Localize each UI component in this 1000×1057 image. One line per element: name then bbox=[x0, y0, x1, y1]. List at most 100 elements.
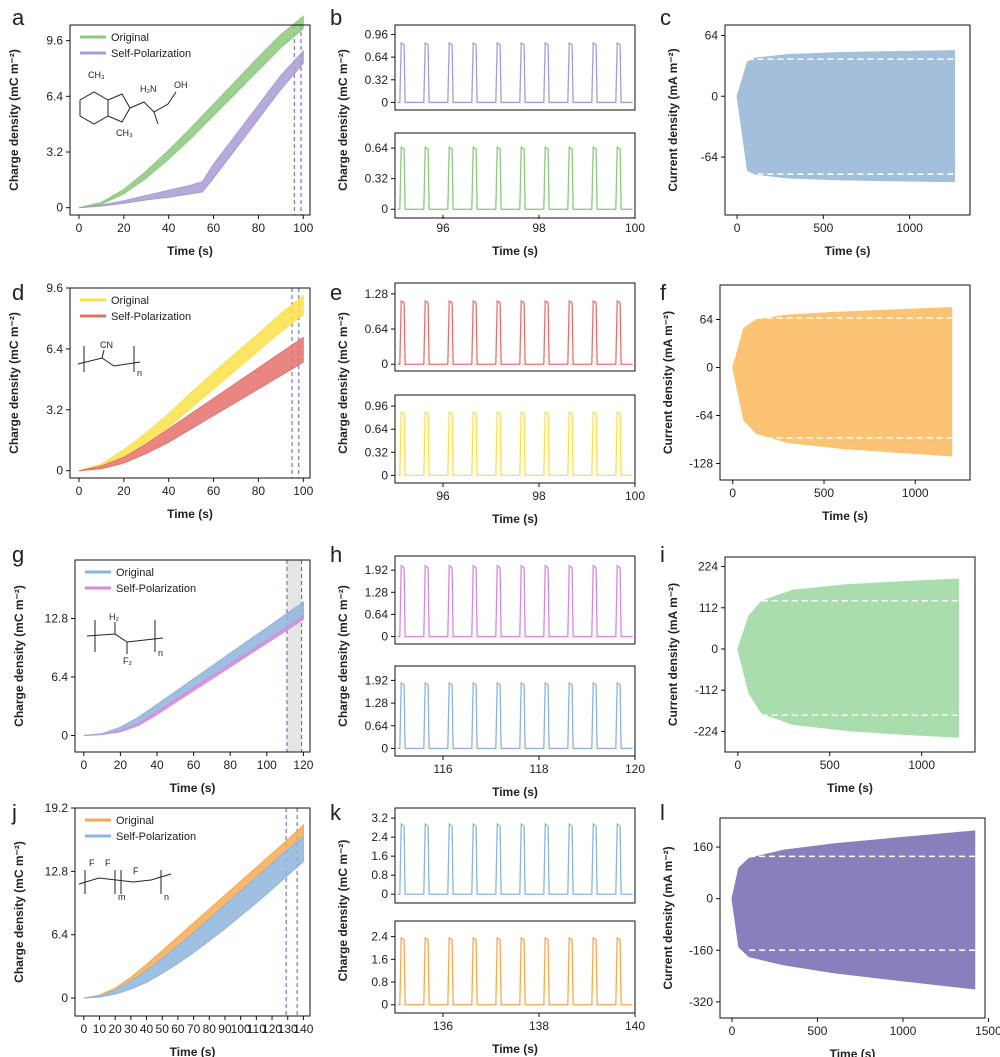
subplot-frame bbox=[394, 920, 636, 1014]
panel-b: b 0 0.32 0.64 0.96 0 0.32 0.64 96 98 100 Time (s) Ch… bbox=[330, 5, 645, 258]
x-tick-label: 100 bbox=[257, 758, 277, 772]
pulse-trace bbox=[397, 564, 633, 638]
band-original bbox=[83, 601, 304, 736]
y-tick-label: 1.28 bbox=[365, 585, 389, 599]
panel-label: g bbox=[12, 542, 24, 567]
x-axis-label: Time (s) bbox=[825, 244, 871, 258]
plot-frame bbox=[719, 284, 971, 481]
plot-frame bbox=[69, 287, 311, 479]
subplot-frame bbox=[394, 555, 636, 645]
y-tick-label: -64 bbox=[701, 150, 719, 164]
y-axis-label: Current density (mA m⁻²) bbox=[661, 311, 675, 454]
y-tick-label: 12.8 bbox=[45, 611, 69, 625]
y-tick-label: 6.4 bbox=[46, 342, 63, 356]
current-envelope bbox=[736, 50, 955, 183]
legend-label: Self-Polarization bbox=[116, 831, 196, 843]
y-tick-label: 1.92 bbox=[365, 673, 389, 687]
x-tick-label: 0 bbox=[80, 1022, 87, 1036]
y-axis-label: Current density (mA m⁻²) bbox=[666, 583, 680, 726]
x-axis-label: Time (s) bbox=[492, 785, 538, 799]
legend-label: Original bbox=[116, 567, 154, 579]
pulse-trace bbox=[397, 41, 633, 104]
pulse-trace bbox=[397, 145, 633, 210]
y-tick-label: -320 bbox=[689, 995, 713, 1009]
y-tick-label: 0 bbox=[381, 887, 388, 901]
y-tick-label: 0 bbox=[711, 89, 718, 103]
molecule-label: CH₃ bbox=[116, 128, 133, 138]
y-tick-label: 0.64 bbox=[365, 719, 389, 733]
y-tick-label: 3.2 bbox=[46, 145, 63, 159]
y-axis-label: Charge density (mC m⁻²) bbox=[336, 840, 350, 982]
molecule-label: CN bbox=[100, 340, 113, 350]
y-tick-label: 0 bbox=[711, 642, 718, 656]
band-original bbox=[78, 15, 304, 209]
molecule-ring bbox=[79, 91, 109, 125]
legend-label: Original bbox=[116, 815, 154, 827]
molecule-structure bbox=[77, 346, 141, 372]
panel-label: l bbox=[660, 800, 665, 825]
x-tick-label: 0 bbox=[729, 1024, 736, 1038]
x-tick-label: 136 bbox=[433, 1019, 453, 1033]
x-tick-label: 0 bbox=[734, 221, 741, 235]
panel-label: k bbox=[330, 800, 342, 825]
panel-a: a 0 20 40 60 80 100 Time (s) 0 3.2 6.4 9.6 Charge de… bbox=[7, 5, 314, 258]
y-tick-label: 0.96 bbox=[365, 399, 389, 413]
y-tick-label: 0 bbox=[381, 202, 388, 216]
y-axis-label: Charge density (mC m⁻²) bbox=[7, 312, 21, 454]
y-tick-label: -128 bbox=[689, 457, 713, 471]
x-tick-label: 120 bbox=[625, 762, 645, 776]
x-tick-label: 30 bbox=[124, 1022, 138, 1036]
x-tick-label: 100 bbox=[293, 221, 313, 235]
y-tick-label: 1.6 bbox=[371, 849, 388, 863]
plot-frame bbox=[724, 24, 971, 216]
band-original bbox=[83, 823, 304, 999]
x-tick-label: 98 bbox=[532, 221, 546, 235]
x-tick-label: 116 bbox=[433, 762, 452, 776]
y-tick-label: -112 bbox=[695, 683, 718, 697]
panel-label: e bbox=[330, 280, 342, 305]
subplot-frame bbox=[394, 665, 636, 757]
x-tick-label: 1000 bbox=[890, 1024, 917, 1038]
y-tick-label: 6.4 bbox=[51, 670, 68, 684]
y-tick-label: 0 bbox=[381, 468, 388, 482]
x-tick-label: 140 bbox=[293, 1022, 313, 1036]
x-tick-label: 500 bbox=[820, 758, 840, 772]
x-tick-label: 40 bbox=[162, 221, 176, 235]
y-axis-label: Charge density (mC m⁻²) bbox=[336, 585, 350, 727]
x-tick-label: 80 bbox=[252, 484, 266, 498]
x-tick-label: 60 bbox=[171, 1022, 185, 1036]
y-tick-label: 1.28 bbox=[365, 696, 389, 710]
x-axis-label: Time (s) bbox=[492, 1042, 538, 1056]
y-tick-label: 224 bbox=[698, 560, 718, 574]
legend-label: Original bbox=[111, 32, 149, 44]
highlight-window bbox=[294, 25, 301, 215]
y-axis-label: Current density (mA m⁻²) bbox=[661, 846, 675, 989]
panel-label: j bbox=[11, 800, 17, 825]
molecule-label: F bbox=[105, 858, 111, 868]
plot-frame bbox=[74, 559, 311, 753]
molecule-label: n bbox=[164, 892, 169, 902]
x-tick-label: 140 bbox=[625, 1019, 645, 1033]
x-tick-label: 120 bbox=[293, 758, 313, 772]
panel-label: b bbox=[330, 5, 342, 30]
panel-label: i bbox=[660, 542, 665, 567]
x-tick-label: 500 bbox=[813, 221, 833, 235]
x-tick-label: 40 bbox=[140, 1022, 154, 1036]
y-tick-label: 0.96 bbox=[365, 27, 389, 41]
x-tick-label: 96 bbox=[436, 221, 450, 235]
x-tick-label: 0 bbox=[76, 484, 83, 498]
y-tick-label: 0 bbox=[56, 464, 63, 478]
highlight-window bbox=[286, 560, 302, 752]
molecule-label: OH bbox=[174, 80, 188, 90]
x-tick-label: 60 bbox=[187, 758, 201, 772]
panel-k: k 0 0.8 1.6 2.4 3.2 0 0.8 1.6 2.4 136 138 140 Time (s… bbox=[330, 800, 645, 1056]
band-original bbox=[78, 294, 304, 472]
x-tick-label: 40 bbox=[162, 484, 176, 498]
y-tick-label: 0 bbox=[381, 998, 388, 1012]
panel-h: h 0 0.64 1.28 1.92 0 0.64 1.28 1.92 116 118 120 Time… bbox=[330, 542, 645, 799]
panel-d: d 0 20 40 60 80 100 Time (s) 0 3.2 6.4 9.6 Charge de… bbox=[7, 280, 314, 521]
pulse-trace bbox=[397, 299, 633, 365]
molecule-ring bbox=[107, 93, 131, 123]
x-tick-label: 20 bbox=[117, 221, 131, 235]
